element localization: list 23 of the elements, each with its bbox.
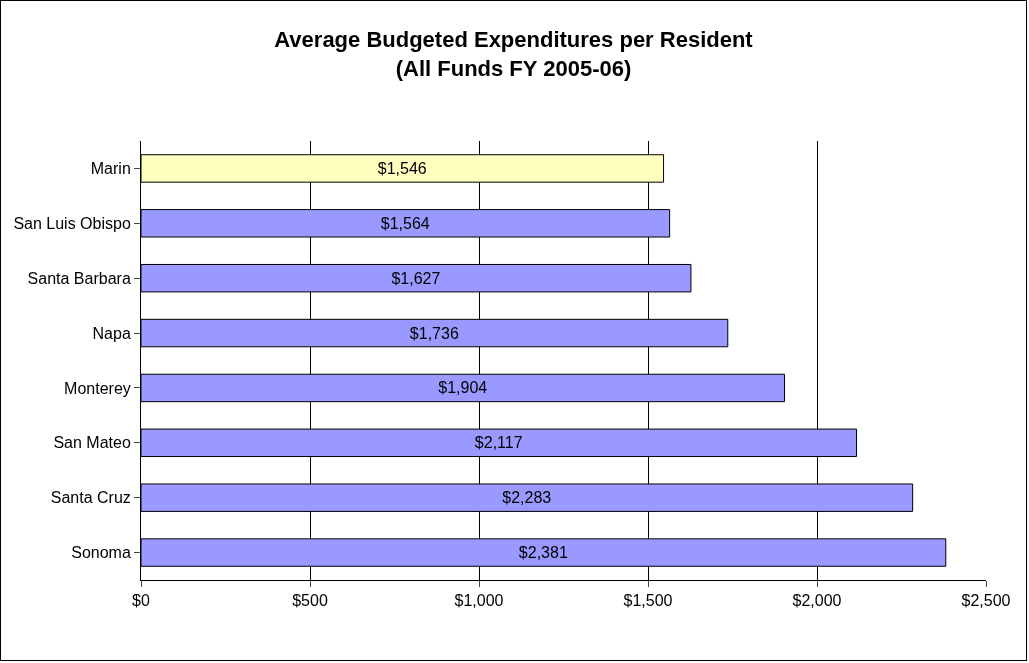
chart-title: Average Budgeted Expenditures per Resident (All Funds FY 2005-06) [274,27,754,81]
y-tick-label: Monterey [64,379,131,397]
y-tick-label: San Luis Obispo [13,214,131,232]
x-tick-label: $2,000 [792,592,842,610]
y-tick-label: San Mateo [53,434,131,452]
y-tick-label: Sonoma [71,544,131,562]
x-tick-label: $1,500 [623,592,673,610]
x-tick-label: $500 [292,592,328,610]
y-tick-label: Santa Cruz [50,489,131,507]
data-label: $1,564 [380,214,430,232]
data-label: $1,736 [409,324,459,342]
x-tick-label: $0 [132,592,150,610]
x-tick-label: $2,500 [961,592,1011,610]
data-label: $1,904 [438,379,488,397]
data-label: $2,117 [474,434,523,452]
data-label: $2,381 [518,544,568,562]
data-label: $1,546 [377,159,427,177]
data-label: $2,283 [502,489,552,507]
y-tick-label: Napa [92,324,131,342]
y-tick-label: Santa Barbara [27,269,131,287]
y-tick-label: Marin [90,160,131,178]
data-label: $1,627 [391,269,441,287]
x-tick-label: $1,000 [454,592,504,610]
